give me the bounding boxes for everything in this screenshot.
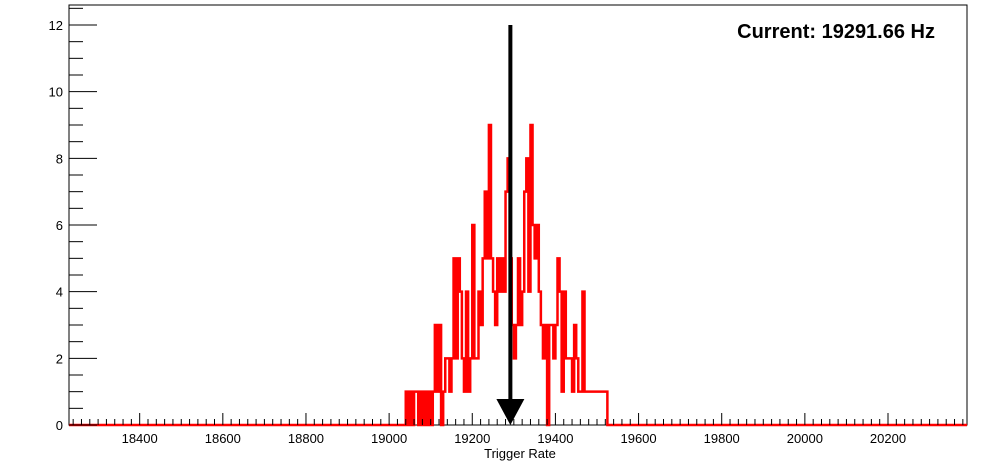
x-tick-label: 18800 — [288, 431, 324, 446]
x-tick-label: 18600 — [205, 431, 241, 446]
x-tick-label: 19800 — [704, 431, 740, 446]
y-tick-label: 2 — [56, 351, 63, 366]
current-rate-label: Current: 19291.66 Hz — [737, 21, 935, 43]
x-tick-label: 20000 — [787, 431, 823, 446]
y-tick-label: 0 — [56, 418, 63, 433]
x-tick-label: 19200 — [454, 431, 490, 446]
x-tick-label: 20200 — [870, 431, 906, 446]
plot-frame — [68, 4, 968, 426]
y-tick-label: 12 — [49, 18, 63, 33]
y-axis: 0 2 4 6 8 10 12 — [49, 7, 97, 433]
x-tick-label: 19000 — [371, 431, 407, 446]
x-tick-label: 19600 — [620, 431, 656, 446]
y-tick-label: 6 — [56, 218, 63, 233]
current-rate-arrow — [496, 25, 525, 425]
x-axis: 18400 18600 18800 19000 19200 19400 19600 19800… — [72, 413, 964, 446]
x-axis-title: Trigger Rate — [484, 446, 556, 461]
x-tick-label: 19400 — [537, 431, 573, 446]
y-tick-label: 8 — [56, 151, 63, 166]
y-tick-label: 10 — [49, 85, 63, 100]
y-tick-label: 4 — [56, 285, 63, 300]
x-tick-label: 18400 — [122, 431, 158, 446]
arrow-head — [496, 399, 525, 425]
histogram-layer — [69, 123, 967, 427]
histogram-series — [69, 123, 967, 427]
